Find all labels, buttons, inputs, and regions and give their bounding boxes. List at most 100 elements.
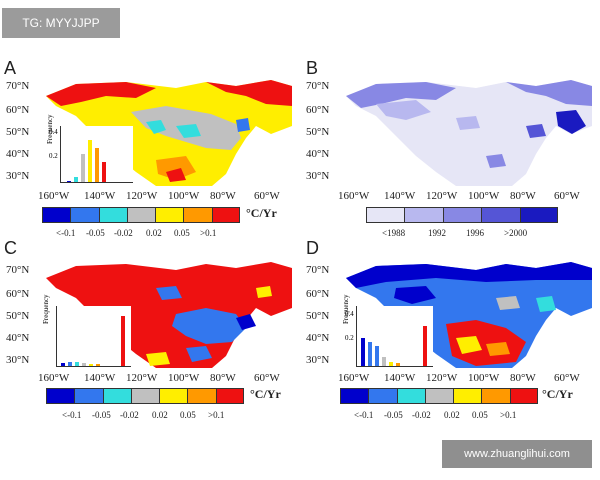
panel-b-letter: B xyxy=(306,58,319,78)
panel-c-bar-7 xyxy=(121,316,125,366)
panel-a-tick-02: 0.2 xyxy=(49,152,58,160)
panel-d-cb-label-1: <-0.1 xyxy=(354,410,374,420)
panel-c-cb-label-3: -0.02 xyxy=(120,410,139,420)
panel-d-cb-label-3: -0.02 xyxy=(412,410,431,420)
panel-a-bar-1 xyxy=(67,181,71,182)
panel-a-lon-120: 120°W xyxy=(126,190,158,202)
panel-c-lat-50: 50°N xyxy=(6,310,30,322)
panel-d-lon-100: 100°W xyxy=(468,372,500,384)
panel-c-lat-40: 40°N xyxy=(6,332,30,344)
panel-c-colorbar xyxy=(46,388,244,404)
panel-a-colorbar xyxy=(42,207,240,223)
panel-a-unit: °C/Yr xyxy=(246,206,277,220)
panel-b-cb-label-1: <1988 xyxy=(382,228,406,238)
panel-c-lat-60: 60°N xyxy=(6,288,30,300)
panel-c-cb-label-2: -0.05 xyxy=(92,410,111,420)
panel-c-lon-160: 160°W xyxy=(38,372,70,384)
panel-a-lat-60: 60°N xyxy=(6,104,30,116)
panel-a-bar-4 xyxy=(88,140,92,182)
panel-d-tick-02: 0.2 xyxy=(345,334,354,342)
panel-d-letter: D xyxy=(306,238,319,258)
panel-a-bar-6 xyxy=(102,162,106,182)
panel-a-bar-2 xyxy=(74,177,78,182)
panel-c-cb-label-5: 0.05 xyxy=(180,410,196,420)
panel-c-letter: C xyxy=(4,238,17,258)
panel-b-lat-30: 30°N xyxy=(306,170,330,182)
panel-b-lat-60: 60°N xyxy=(306,104,330,116)
panel-d-cb-label-6: >0.1 xyxy=(500,410,517,420)
panel-a-lon-140: 140°W xyxy=(84,190,116,202)
panel-c-lat-70: 70°N xyxy=(6,264,30,276)
panel-c-cb-label-6: >0.1 xyxy=(208,410,225,420)
panel-c-lon-120: 120°W xyxy=(126,372,158,384)
panel-d-colorbar xyxy=(340,388,538,404)
panel-c-bar-1 xyxy=(61,363,65,366)
panel-a-letter: A xyxy=(4,58,17,78)
panel-c-bar-4 xyxy=(82,363,86,366)
panel-d-cb-label-4: 0.02 xyxy=(444,410,460,420)
panel-a-lon-100: 100°W xyxy=(168,190,200,202)
panel-c-unit: °C/Yr xyxy=(250,387,281,401)
panel-b-colorbar xyxy=(366,207,558,223)
panel-d-lon-140: 140°W xyxy=(384,372,416,384)
panel-d-unit: °C/Yr xyxy=(542,387,573,401)
panel-d-cb-label-5: 0.05 xyxy=(472,410,488,420)
panel-a-lat-70: 70°N xyxy=(6,80,30,92)
panel-b-lon-140: 140°W xyxy=(384,190,416,202)
panel-a-cb-label-5: 0.05 xyxy=(174,228,190,238)
panel-c-lon-80: 80°W xyxy=(210,372,236,384)
panel-a-cb-label-3: -0.02 xyxy=(114,228,133,238)
panel-b-lon-100: 100°W xyxy=(468,190,500,202)
watermark-top: TG: MYYJJPP xyxy=(2,8,120,38)
panel-a-cb-label-2: -0.05 xyxy=(86,228,105,238)
panel-a-cb-label-1: <-0.1 xyxy=(56,228,76,238)
panel-a-lat-40: 40°N xyxy=(6,148,30,160)
panel-a-cb-label-4: 0.02 xyxy=(146,228,162,238)
panel-a-lat-50: 50°N xyxy=(6,126,30,138)
panel-c-cb-label-1: <-0.1 xyxy=(62,410,82,420)
panel-c-lon-140: 140°W xyxy=(84,372,116,384)
panel-d-bar-7 xyxy=(423,326,427,366)
panel-b-cb-label-3: 1996 xyxy=(466,228,484,238)
panel-b-cb-label-2: 1992 xyxy=(428,228,446,238)
panel-a-tick-04: 0.4 xyxy=(49,128,58,136)
panel-a-lon-80: 80°W xyxy=(210,190,236,202)
panel-d-lat-30: 30°N xyxy=(306,354,330,366)
watermark-bottom: www.zhuanglihui.com xyxy=(442,440,592,468)
panel-a-lon-160: 160°W xyxy=(38,190,70,202)
panel-d-lat-50: 50°N xyxy=(306,310,330,322)
panel-c-histogram: Frequency xyxy=(42,294,131,367)
panel-c-map xyxy=(46,262,292,368)
panel-a-cb-label-6: >0.1 xyxy=(200,228,217,238)
panel-d-lon-160: 160°W xyxy=(338,372,370,384)
panel-d-map xyxy=(346,262,592,368)
panel-b-lat-70: 70°N xyxy=(306,80,330,92)
panel-d-histogram: Frequency 0.4 0.2 xyxy=(342,294,433,367)
panel-d-bar-2 xyxy=(368,342,372,366)
panel-c-bar-3 xyxy=(75,362,79,366)
panel-a-lat-30: 30°N xyxy=(6,170,30,182)
panel-a-bar-3 xyxy=(81,154,85,182)
panel-c-lon-100: 100°W xyxy=(168,372,200,384)
panel-b-lon-80: 80°W xyxy=(510,190,536,202)
panel-d-bar-6 xyxy=(396,363,400,366)
panel-c-histogram-ylabel: Frequency xyxy=(42,294,50,324)
panel-d-lat-40: 40°N xyxy=(306,332,330,344)
panel-c-lat-30: 30°N xyxy=(6,354,30,366)
panel-d-bar-5 xyxy=(389,362,393,366)
panel-b-lon-160: 160°W xyxy=(338,190,370,202)
panel-b-lat-50: 50°N xyxy=(306,126,330,138)
panel-b-lon-60: 60°W xyxy=(554,190,580,202)
panel-c-bar-2 xyxy=(68,362,72,366)
panel-d-bar-1 xyxy=(361,338,365,366)
panel-d-lon-60: 60°W xyxy=(554,372,580,384)
panel-a-bar-5 xyxy=(95,148,99,182)
panel-c-bar-6 xyxy=(96,364,100,366)
panel-d-lat-70: 70°N xyxy=(306,264,330,276)
panel-c-cb-label-4: 0.02 xyxy=(152,410,168,420)
panel-c-lon-60: 60°W xyxy=(254,372,280,384)
panel-a-histogram: Frequency 0.4 0.2 xyxy=(46,114,133,183)
panel-c-bar-5 xyxy=(89,364,93,366)
panel-d-tick-04: 0.4 xyxy=(345,310,354,318)
panel-b-map xyxy=(346,80,592,186)
